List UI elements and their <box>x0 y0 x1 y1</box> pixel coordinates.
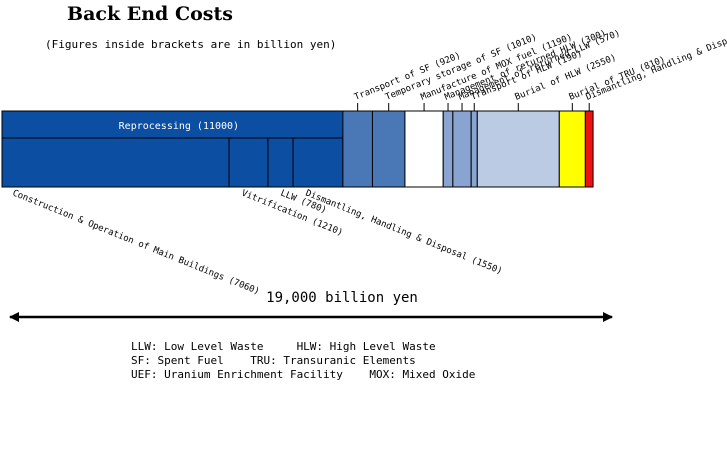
legend-line-1: LLW: Low Level Waste HLW: High Level Was… <box>131 340 436 353</box>
bar-management-of-returned-hlw <box>442 110 454 188</box>
reprocessing-label: Reprocessing (11000) <box>119 121 239 132</box>
label-construction-operation-of-main-buildings: Construction & Operation of Main Buildin… <box>11 189 261 298</box>
bar-reprocessing-dismantling-handling-disposal <box>292 137 344 188</box>
cost-bars <box>1 110 594 188</box>
legend-line-2: SF: Spent Fuel TRU: Transuranic Elements <box>131 354 416 367</box>
bar-reprocessing-vitrification <box>228 137 269 188</box>
bar-transport-of-sf <box>342 110 373 188</box>
label-dismantling-handling-disposal-of-uef: Dismantling, Handling & Disposal of UEF … <box>585 2 727 103</box>
bar-dismantling-handling-disposal-of-uef <box>584 110 594 188</box>
bar-burial-of-hlw <box>476 110 560 188</box>
total-label: 19,000 billion yen <box>266 290 418 306</box>
chart-title: Back End Costs <box>67 3 233 25</box>
bar-burial-of-tru <box>558 110 586 188</box>
bar-temporary-storage-of-sf <box>371 110 406 188</box>
bar-reprocessing-llw <box>267 137 294 188</box>
bar-transport-of-hlw <box>470 110 478 188</box>
bar-reprocessing-construction-operation-of-main-buildings <box>1 137 230 188</box>
legend-line-3: UEF: Uranium Enrichment Facility MOX: Mi… <box>131 368 475 381</box>
figures-note: (Figures inside brackets are in billion … <box>45 38 336 51</box>
bar-manufacture-of-mox-fuel <box>404 110 444 188</box>
bar-management-of-returned-llw <box>452 110 472 188</box>
